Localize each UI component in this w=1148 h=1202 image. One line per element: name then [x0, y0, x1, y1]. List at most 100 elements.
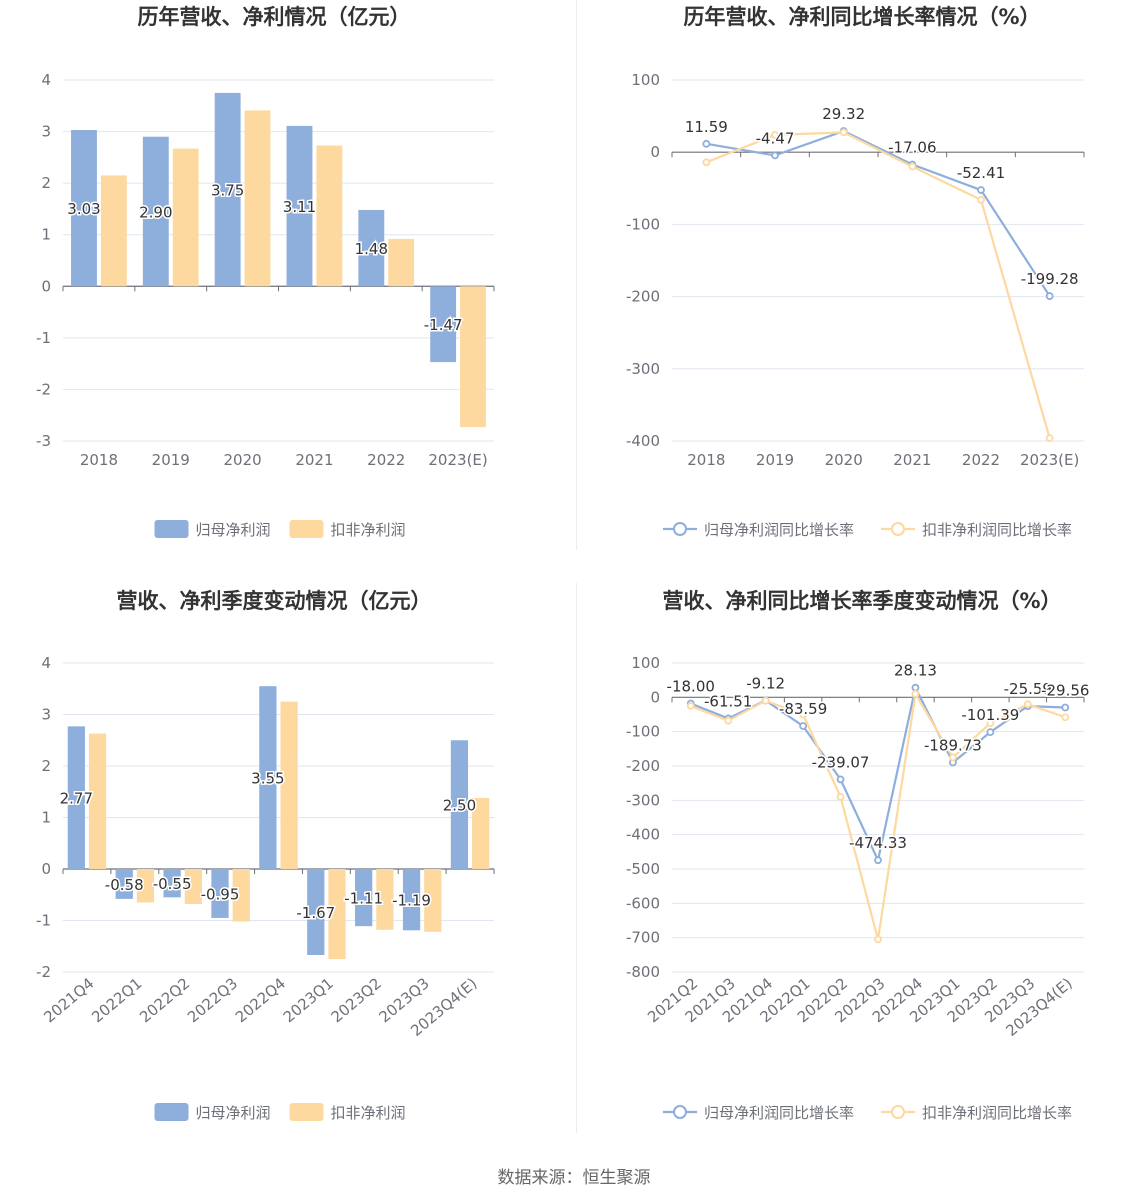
quarterly-profit-svg: 营收、净利季度变动情况（亿元）-2-1012342021Q42022Q12022…: [36, 589, 495, 1122]
x-tick-label: 2022: [367, 451, 405, 469]
legend-swatch: [154, 520, 189, 538]
bar-deducted-net-profit: [232, 869, 250, 922]
legend-label: 归母净利润: [196, 521, 271, 539]
point-net-profit-growth: [986, 728, 995, 737]
y-tick-label: -400: [626, 432, 660, 450]
chart-quarterly-growth: 营收、净利同比增长率季度变动情况（%） -800 -700 -600 -500 -400 -…: [574, 583, 1148, 1166]
data-label: -101.39: [961, 706, 1019, 724]
data-label: -1.47: [424, 316, 463, 334]
x-tick-label: 2022Q3: [184, 974, 241, 1026]
x-tick-label: 2021Q4: [40, 974, 97, 1026]
legend-label: 归母净利润: [196, 1104, 271, 1122]
point-deducted-net-profit-growth: [1023, 700, 1032, 709]
x-tick-label: 2019: [152, 451, 190, 469]
x-tick-label: 2021: [893, 451, 931, 469]
chart-title: 历年营收、净利情况（亿元）: [138, 5, 411, 29]
bar-net-profit: [450, 740, 469, 869]
legend-marker: [673, 1105, 687, 1119]
chart-group: 营收、净利同比增长率季度变动情况（%） -800 -700 -600 -500 -400 -…: [626, 589, 1091, 1122]
data-label: -4.47: [756, 129, 795, 147]
bar-net-profit: [71, 130, 97, 287]
bar-net-profit: [355, 869, 373, 927]
bar-net-profit: [358, 209, 385, 287]
chart-title: 历年营收、净利同比增长率情况（%）: [683, 5, 1040, 29]
panel-divider-bottom: [576, 583, 577, 1133]
y-tick-label: -2: [36, 963, 51, 981]
point-deducted-net-profit-growth: [908, 162, 917, 171]
y-tick-label: -100: [626, 215, 660, 233]
y-tick-label: -200: [626, 288, 660, 306]
point-deducted-net-profit-growth: [702, 158, 711, 167]
x-tick-label: 2023(E): [428, 451, 487, 469]
bar-deducted-net-profit: [136, 869, 155, 903]
bar-deducted-net-profit: [172, 148, 199, 287]
legend-label: 归母净利润同比增长率: [704, 521, 854, 539]
y-tick-label: 100: [631, 654, 660, 672]
data-label: 3.03: [67, 200, 100, 218]
bar-net-profit: [67, 726, 85, 869]
panel-divider-top: [576, 0, 577, 550]
legend-marker: [891, 1105, 905, 1119]
point-net-profit-growth: [1045, 292, 1054, 300]
annual-profit-svg: 历年营收、净利情况（亿元） -3 -2 -1 0 1 2 3 4 2018 2019 2020 2021…: [36, 5, 495, 539]
data-label: -61.51: [704, 692, 752, 710]
bar-deducted-net-profit: [472, 797, 490, 869]
chart-annual-growth: 历年营收、净利同比增长率情况（%） -400 -300 -200 -100 0 100 201…: [574, 0, 1148, 583]
x-tick-label: 2023(E): [1020, 451, 1079, 469]
x-tick-label: 2020: [825, 451, 863, 469]
data-label: -239.07: [812, 753, 870, 771]
bar-net-profit: [286, 125, 313, 287]
data-label: -189.73: [924, 736, 982, 754]
x-tick-label: 2022Q1: [88, 974, 145, 1026]
data-source-note: 数据来源：恒生聚源: [497, 1168, 651, 1188]
y-tick-label: -200: [626, 757, 660, 775]
bar-net-profit: [211, 869, 229, 918]
chart-quarterly-profit: 营收、净利季度变动情况（亿元） -2 -1 0 1 2 3 4 2021Q4 2022Q1 2022…: [0, 583, 574, 1166]
data-label: 2.90: [139, 204, 172, 222]
bar-net-profit: [402, 869, 421, 931]
point-deducted-net-profit-growth: [686, 702, 695, 710]
data-label: 29.32: [822, 105, 865, 123]
chart-title: 营收、净利季度变动情况（亿元）: [117, 589, 432, 613]
data-label: -29.56: [1041, 681, 1089, 699]
bar-deducted-net-profit: [100, 175, 127, 287]
y-tick-label: -100: [626, 723, 660, 741]
data-label: 3.75: [211, 182, 244, 200]
point-net-profit-growth: [1061, 703, 1070, 712]
data-label: -199.28: [1021, 270, 1079, 288]
y-tick-label: 0: [650, 143, 660, 161]
data-label: -17.06: [888, 139, 936, 157]
y-tick-label: -400: [626, 826, 660, 844]
bar-deducted-net-profit: [376, 869, 394, 930]
point-net-profit-growth: [911, 683, 920, 692]
data-label: -1.19: [392, 892, 431, 910]
legend-marker: [891, 522, 905, 536]
point-net-profit-growth: [771, 151, 779, 160]
bar-net-profit: [115, 869, 133, 899]
data-label: -0.58: [105, 876, 144, 894]
point-deducted-net-profit-growth: [761, 696, 770, 705]
x-tick-label: 2021: [295, 451, 333, 469]
bar-deducted-net-profit: [424, 869, 442, 932]
bar-net-profit: [163, 869, 181, 898]
bar-net-profit: [142, 136, 169, 287]
chart-annual-profit: 历年营收、净利情况（亿元） -3 -2 -1 0 1 2 3 4 2018 2019 2020 2021…: [0, 0, 574, 583]
data-label: -474.33: [849, 834, 907, 852]
point-deducted-net-profit-growth: [839, 128, 848, 137]
line-deducted-net-profit-growth: [705, 131, 1051, 439]
point-deducted-net-profit-growth: [799, 710, 807, 719]
data-label: 2.77: [60, 790, 93, 808]
y-tick-label: -3: [36, 432, 51, 450]
legend-swatch: [154, 1103, 189, 1121]
bar-net-profit: [214, 92, 241, 287]
y-tick-label: 0: [41, 860, 51, 878]
chart-group: 营收、净利季度变动情况（亿元）-2-1012342021Q42022Q12022…: [36, 589, 495, 1122]
chart-group: 历年营收、净利情况（亿元） -3 -2 -1 0 1 2 3 4 2018 2019 2020 2021…: [36, 5, 495, 539]
y-tick-label: 2: [41, 757, 51, 775]
line-deducted-net-profit-growth: [690, 690, 1066, 940]
x-tick-label: 2019: [756, 451, 794, 469]
chart-group: 历年营收、净利同比增长率情况（%） -400 -300 -200 -100 0 100 201…: [626, 5, 1085, 539]
x-tick-label: 2022Q2: [136, 974, 193, 1026]
legend-marker: [673, 522, 687, 536]
y-tick-label: -800: [626, 963, 660, 981]
